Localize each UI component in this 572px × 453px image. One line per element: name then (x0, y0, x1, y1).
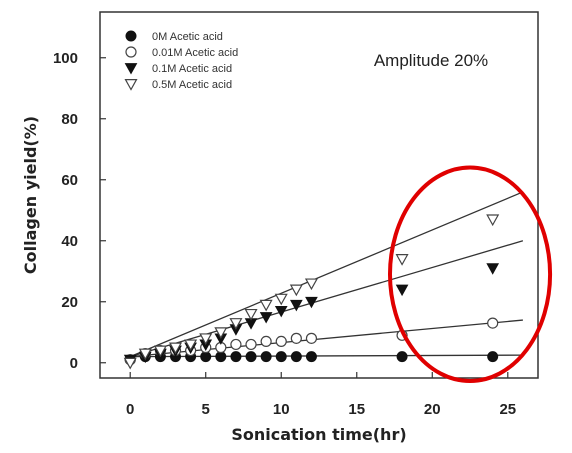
data-point (230, 351, 242, 363)
x-tick-label: 5 (202, 401, 210, 418)
x-tick-label: 25 (499, 401, 516, 418)
fit-line (130, 240, 524, 358)
data-point (124, 78, 138, 91)
data-markers (123, 214, 500, 370)
data-point (245, 338, 257, 351)
data-point (124, 63, 138, 75)
data-point (168, 342, 183, 355)
data-point (125, 30, 137, 42)
data-point (487, 351, 499, 363)
data-point (275, 335, 287, 347)
y-tick-label: 0 (70, 355, 78, 372)
data-point (395, 254, 409, 266)
legend: 0M Acetic acid 0.01M Acetic acid 0.1M Acet… (124, 30, 238, 91)
data-point (259, 312, 273, 324)
legend-label: 0.01M Acetic acid (152, 47, 238, 59)
data-point (486, 263, 500, 275)
x-tick-label: 15 (348, 401, 365, 418)
fit-line (129, 191, 524, 358)
legend-label: 0M Acetic acid (152, 31, 223, 43)
data-point (259, 299, 273, 312)
data-point (199, 333, 213, 346)
data-point (184, 339, 198, 352)
fit-lines (129, 191, 524, 358)
data-point (260, 335, 272, 347)
y-tick-label: 100 (53, 50, 78, 67)
y-tick-label: 60 (61, 172, 78, 189)
x-axis-label: Sonication time(hr) (231, 425, 406, 444)
data-point (396, 351, 408, 363)
data-point (260, 351, 272, 363)
data-point (290, 351, 302, 363)
x-tick-label: 20 (424, 401, 441, 418)
data-point (395, 284, 409, 297)
data-point (275, 351, 287, 363)
data-point (289, 284, 303, 297)
x-tick-label: 0 (126, 401, 134, 418)
data-point (153, 345, 167, 358)
data-point (274, 293, 288, 306)
data-point (274, 306, 288, 318)
data-point (289, 299, 303, 312)
data-point (125, 46, 137, 58)
data-point (229, 318, 243, 330)
y-axis-ticks: 0 20 40 60 80 100 (53, 50, 106, 372)
data-point (214, 327, 228, 339)
data-point (244, 308, 258, 321)
legend-label: 0.1M Acetic acid (152, 63, 232, 75)
y-tick-label: 20 (61, 294, 78, 311)
data-point (215, 351, 227, 363)
data-point (305, 296, 318, 309)
amplitude-annotation: Amplitude 20% (374, 51, 488, 70)
data-point (245, 351, 257, 363)
y-tick-label: 40 (61, 233, 78, 250)
y-tick-label: 80 (61, 111, 78, 128)
data-point (200, 351, 212, 363)
data-point (305, 332, 318, 344)
data-point (290, 332, 302, 344)
data-point (305, 351, 317, 363)
x-tick-label: 10 (273, 401, 290, 418)
legend-label: 0.5M Acetic acid (152, 79, 232, 91)
data-point (230, 338, 242, 351)
data-point (487, 317, 499, 329)
data-point (138, 348, 152, 361)
data-point (123, 357, 137, 370)
highlight-circle (387, 165, 553, 384)
plot-frame (99, 11, 539, 379)
data-point (304, 278, 318, 291)
x-axis-ticks: 0 5 10 15 20 25 (126, 372, 516, 418)
y-axis-label: Collagen yield(%) (21, 116, 40, 274)
data-point (486, 214, 500, 227)
